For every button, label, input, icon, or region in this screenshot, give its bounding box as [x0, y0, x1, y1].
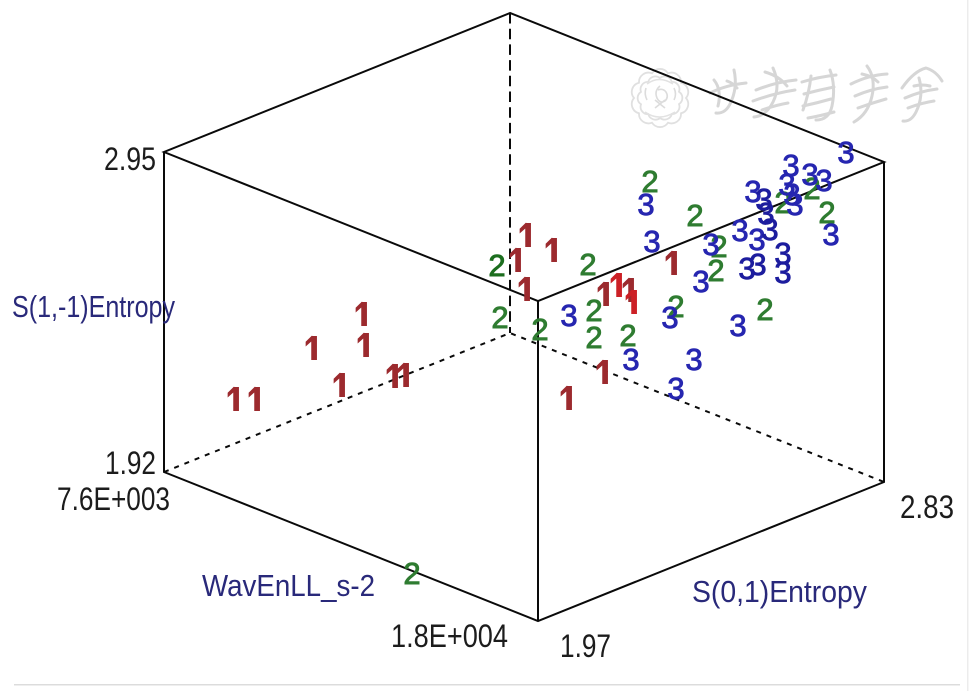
svg-text:3: 3 — [622, 342, 639, 377]
svg-text:1.97: 1.97 — [560, 628, 611, 664]
svg-text:2: 2 — [491, 300, 508, 335]
svg-text:3: 3 — [801, 157, 818, 192]
svg-text:3: 3 — [731, 213, 748, 248]
svg-text:2: 2 — [403, 556, 420, 591]
svg-text:2.83: 2.83 — [900, 489, 954, 525]
svg-text:3: 3 — [729, 308, 746, 343]
svg-text:2: 2 — [818, 195, 835, 230]
svg-text:3: 3 — [637, 187, 654, 222]
svg-text:3: 3 — [749, 247, 766, 282]
svg-text:2: 2 — [710, 229, 727, 264]
svg-text:1.92: 1.92 — [105, 445, 156, 481]
svg-text:3: 3 — [748, 222, 765, 257]
svg-text:3: 3 — [786, 187, 803, 222]
svg-text:3: 3 — [815, 163, 832, 198]
svg-text:2: 2 — [619, 318, 636, 353]
svg-text:3: 3 — [643, 224, 660, 259]
svg-text:3: 3 — [774, 236, 791, 271]
svg-text:3: 3 — [778, 167, 795, 202]
svg-text:2: 2 — [774, 185, 791, 220]
svg-text:3: 3 — [782, 148, 799, 183]
svg-text:3: 3 — [685, 342, 702, 377]
svg-text:S(0,1)Entropy: S(0,1)Entropy — [692, 574, 867, 609]
svg-text:3: 3 — [667, 371, 684, 406]
svg-text:3: 3 — [761, 212, 778, 247]
svg-text:2: 2 — [686, 198, 703, 233]
svg-text:3: 3 — [661, 300, 678, 335]
svg-text:3: 3 — [783, 177, 800, 212]
svg-text:3: 3 — [822, 217, 839, 252]
svg-text:2: 2 — [488, 248, 505, 283]
svg-text:2: 2 — [641, 164, 658, 199]
svg-text:3: 3 — [757, 196, 774, 231]
svg-text:7.6E+003: 7.6E+003 — [57, 481, 170, 517]
svg-text:2: 2 — [585, 293, 602, 328]
svg-text:3: 3 — [692, 264, 709, 299]
svg-text:3: 3 — [755, 182, 772, 217]
svg-text:2: 2 — [803, 171, 820, 206]
svg-text:2.95: 2.95 — [104, 141, 156, 177]
svg-text:3: 3 — [560, 298, 577, 333]
svg-text:3: 3 — [702, 227, 719, 262]
svg-text:3: 3 — [837, 135, 854, 170]
svg-text:2: 2 — [531, 312, 548, 347]
svg-text:2: 2 — [579, 247, 596, 282]
svg-text:1.8E+004: 1.8E+004 — [391, 618, 508, 654]
svg-text:2: 2 — [707, 253, 724, 288]
svg-text:3: 3 — [744, 174, 761, 209]
svg-text:3: 3 — [738, 251, 755, 286]
svg-text:2: 2 — [756, 292, 773, 327]
svg-text:S(1,-1)Entropy: S(1,-1)Entropy — [12, 289, 175, 324]
svg-text:3: 3 — [774, 255, 791, 290]
svg-text:2: 2 — [585, 320, 602, 355]
svg-text:WavEnLL_s-2: WavEnLL_s-2 — [202, 568, 375, 603]
svg-text:2: 2 — [667, 289, 684, 324]
